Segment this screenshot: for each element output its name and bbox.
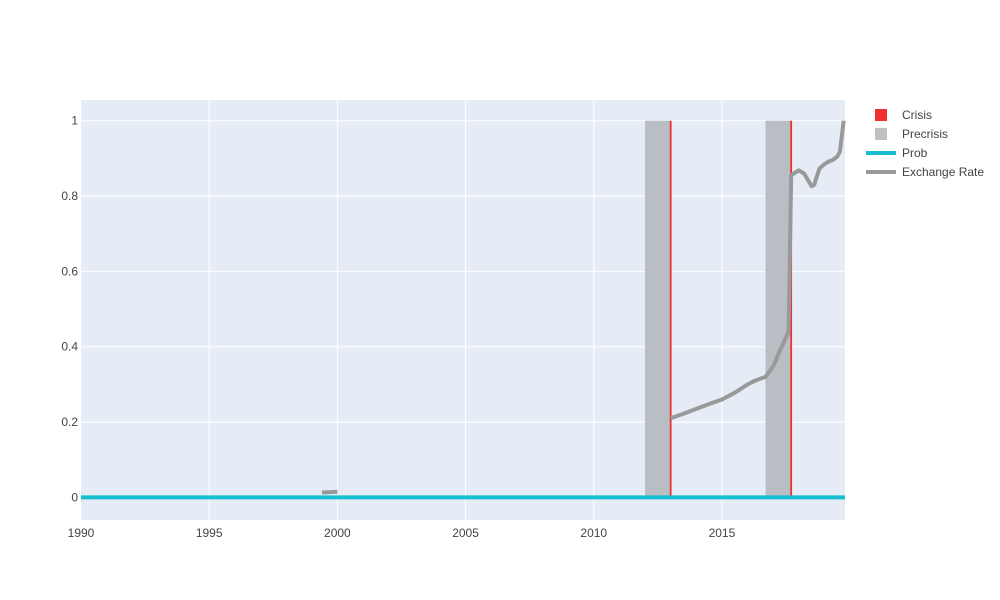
- y-tick-label-1: 0.2: [61, 415, 78, 429]
- legend-label-0: Crisis: [902, 108, 932, 122]
- legend-label-1: Precrisis: [902, 127, 948, 141]
- legend[interactable]: Crisis Precrisis Prob Exchange Rate: [866, 108, 984, 179]
- exchange-rate-line-0: [321, 489, 338, 495]
- legend-swatch-0: [875, 109, 887, 121]
- legend-item-precrisis[interactable]: Precrisis: [875, 127, 948, 141]
- precrisis-bar-1: [765, 120, 792, 498]
- precrisis-bar-0: [645, 120, 671, 498]
- legend-item-prob[interactable]: Prob: [866, 146, 928, 160]
- crisis-bar-1: [790, 120, 793, 498]
- y-tick-label-0: 0: [71, 490, 78, 504]
- x-tick-label-4: 2010: [580, 526, 607, 540]
- legend-item-exchange-rate[interactable]: Exchange Rate: [866, 165, 984, 179]
- y-axis: 0 0.2 0.4 0.6 0.8 1: [61, 114, 78, 505]
- bars: [645, 120, 793, 498]
- plot-area: [81, 100, 845, 520]
- x-tick-label-1: 1995: [196, 526, 223, 540]
- y-tick-label-4: 0.8: [61, 189, 78, 203]
- y-tick-label-3: 0.6: [61, 264, 78, 278]
- legend-item-crisis[interactable]: Crisis: [875, 108, 932, 122]
- lines: [81, 120, 846, 500]
- x-tick-label-2: 2000: [324, 526, 351, 540]
- y-tick-label-2: 0.4: [61, 340, 78, 354]
- x-tick-label-5: 2015: [709, 526, 736, 540]
- legend-label-2: Prob: [902, 146, 928, 160]
- legend-label-3: Exchange Rate: [902, 165, 984, 179]
- x-tick-label-0: 1990: [68, 526, 95, 540]
- crisis-bar-0: [669, 120, 672, 498]
- gridlines: [81, 100, 845, 520]
- y-tick-label-5: 1: [71, 114, 78, 128]
- legend-swatch-1: [875, 128, 887, 140]
- exchange-rate-line-1: [670, 120, 846, 421]
- x-axis: 1990 1995 2000 2005 2010 2015: [68, 526, 736, 540]
- x-tick-label-3: 2005: [452, 526, 479, 540]
